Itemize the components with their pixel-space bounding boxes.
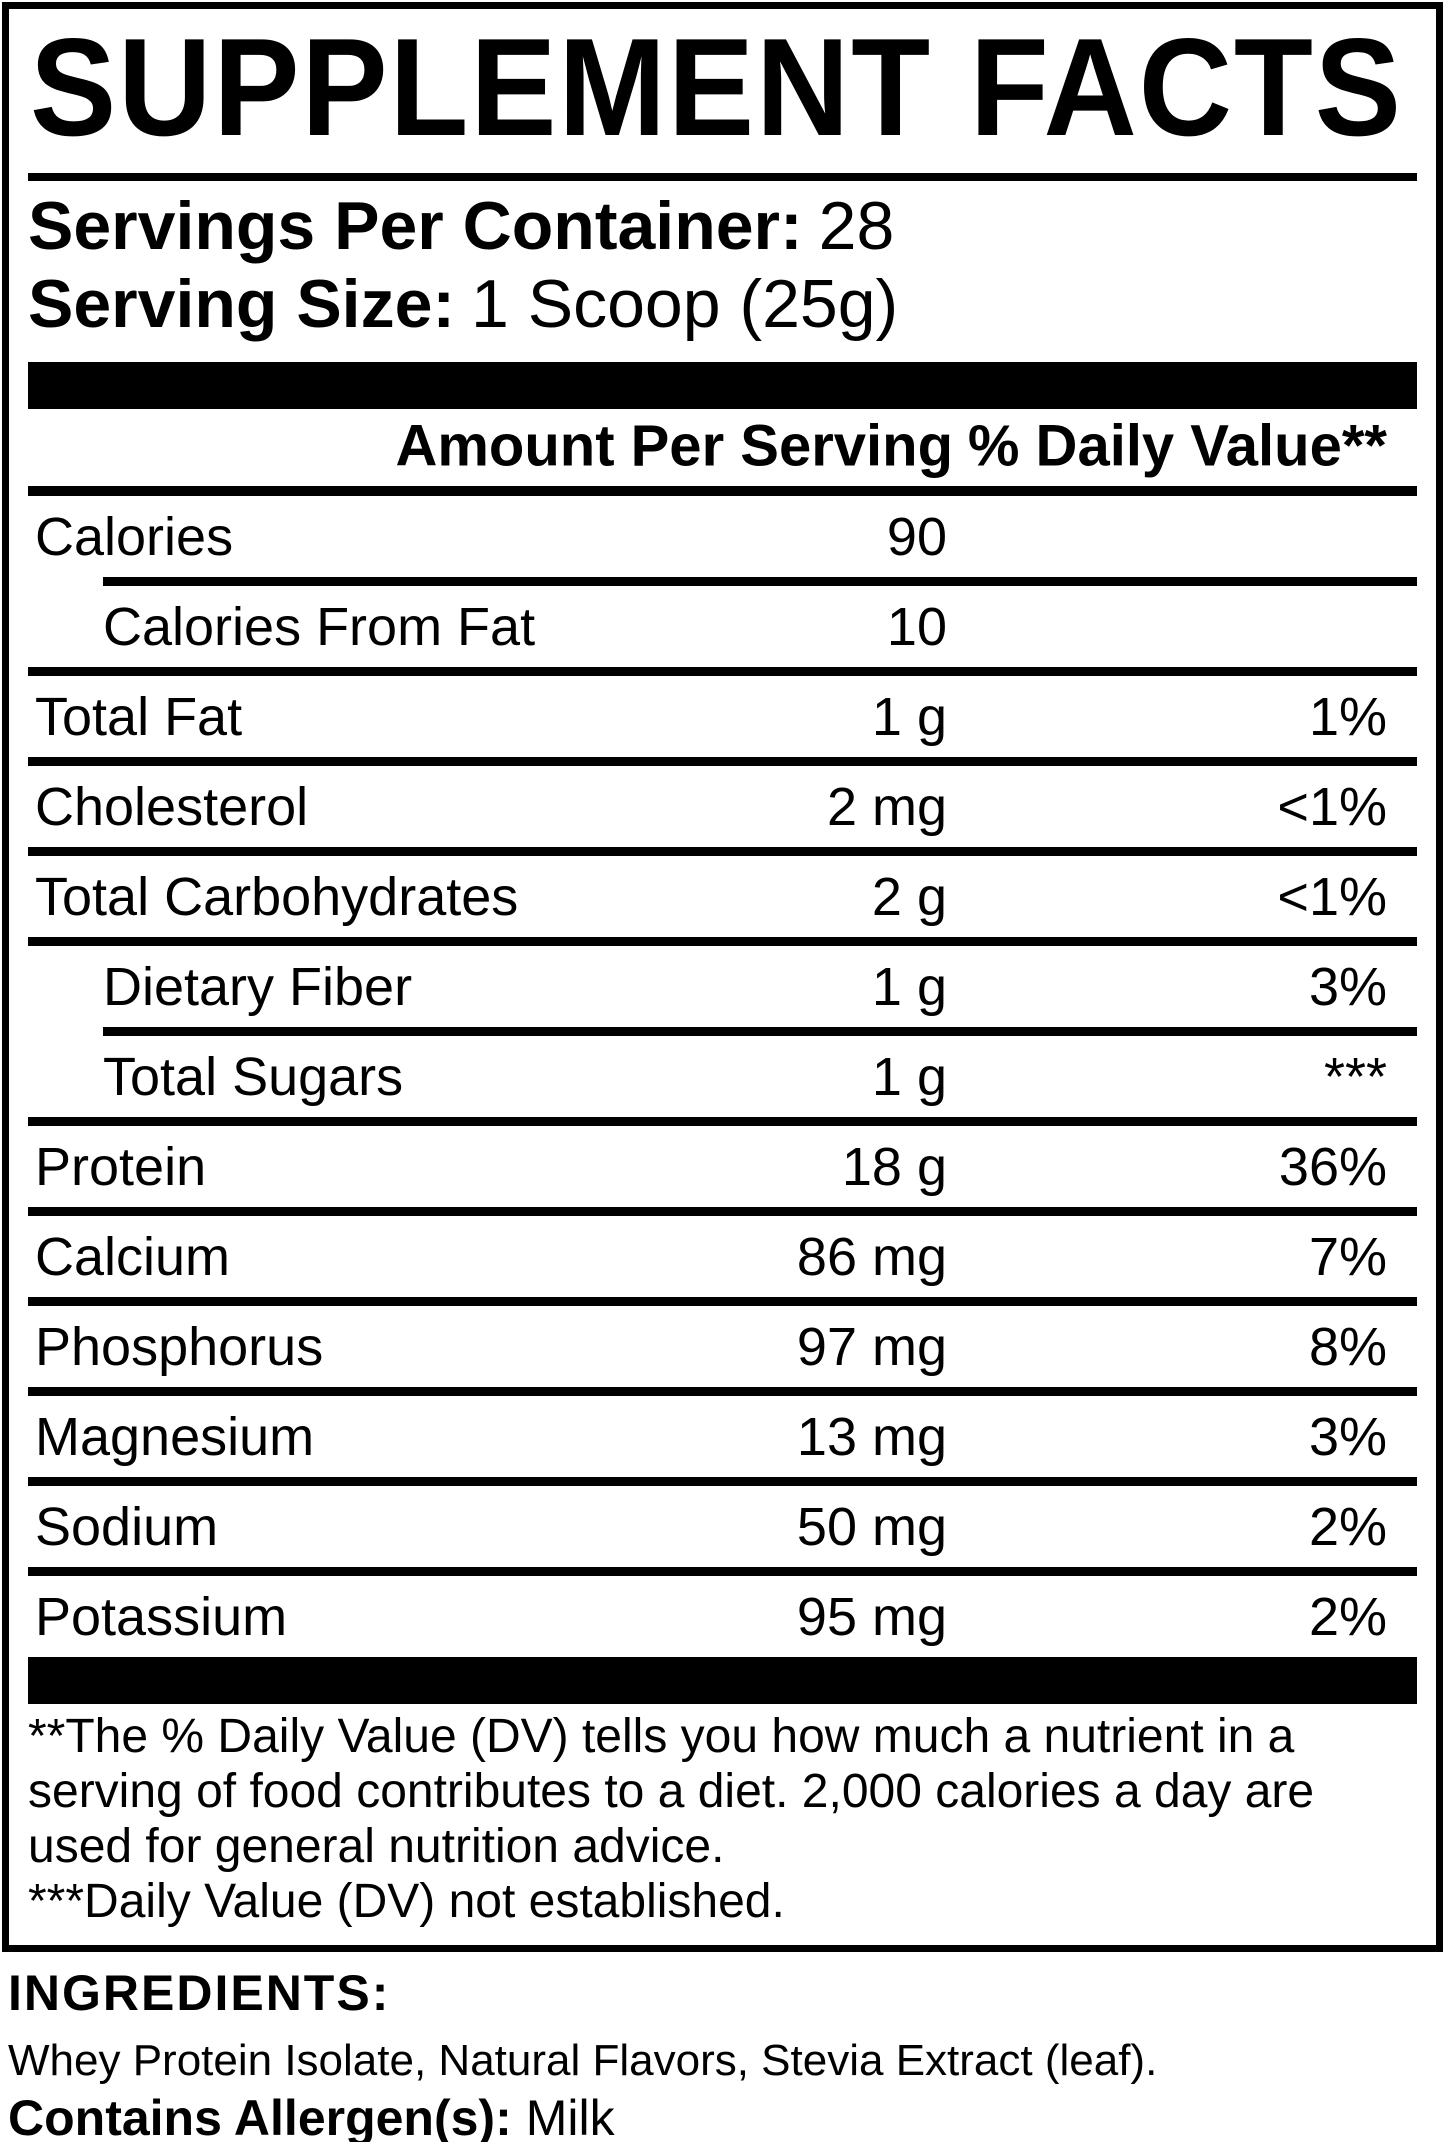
nutrient-name: Sodium [35,1496,219,1557]
footnote-not-established: ***Daily Value (DV) not established. [28,1875,785,1928]
nutrient-daily-value: 36% [1278,1136,1387,1197]
supplement-facts-panel: SUPPLEMENT FACTS Servings Per Container:… [2,2,1443,1952]
nutrient-daily-value: 7% [1308,1226,1387,1287]
nutrient-amount: 1 g [871,1046,947,1107]
nutrient-amount: 13 mg [796,1406,947,1467]
allergen-line: Contains Allergen(s): Milk [8,2093,1428,2142]
table-row: Magnesium 13 mg 3% [9,1396,1436,1477]
serving-size-line: Serving Size: 1 Scoop (25g) [28,265,898,343]
table-row: Sodium 50 mg 2% [9,1486,1436,1567]
row-divider [28,937,1417,946]
nutrient-name: Cholesterol [35,776,309,837]
allergen-value: Milk [525,2090,615,2142]
nutrient-amount: 1 g [871,956,947,1017]
row-divider [28,1387,1417,1396]
table-row: Calcium 86 mg 7% [9,1216,1436,1297]
table-row: Phosphorus 97 mg 8% [9,1306,1436,1387]
nutrient-daily-value: 3% [1308,1406,1387,1467]
nutrient-daily-value: 3% [1308,956,1387,1017]
nutrient-amount: 50 mg [796,1496,947,1557]
table-row: Dietary Fiber 1 g 3% [9,946,1436,1027]
table-row: Potassium 95 mg 2% [9,1576,1436,1657]
table-row: Calories 90 [9,496,1436,577]
table-row: Calories From Fat 10 [9,586,1436,667]
row-divider [28,1117,1417,1126]
serving-size-label: Serving Size: [28,266,456,342]
ingredients-list: Whey Protein Isolate, Natural Flavors, S… [8,2036,1158,2085]
nutrient-daily-value: 2% [1308,1496,1387,1557]
ingredients-heading: INGREDIENTS: [8,1965,391,2021]
nutrient-amount: 95 mg [796,1586,947,1647]
nutrient-name: Magnesium [35,1406,315,1467]
nutrient-name: Potassium [35,1586,288,1647]
row-divider [28,1207,1417,1216]
nutrient-daily-value: <1% [1277,866,1387,927]
row-divider [28,847,1417,856]
servings-per-container-value: 28 [818,188,895,264]
nutrient-name: Total Fat [35,686,243,747]
nutrient-amount: 2 g [871,866,947,927]
servings-per-container-label: Servings Per Container: [28,188,803,264]
header-divider [28,486,1417,496]
nutrient-name: Total Sugars [103,1046,404,1107]
nutrient-name: Protein [35,1136,207,1197]
row-divider [28,667,1417,676]
nutrient-amount: 86 mg [796,1226,947,1287]
nutrient-amount: 90 [886,506,947,567]
table-row: Protein 18 g 36% [9,1126,1436,1207]
nutrient-daily-value: 8% [1308,1316,1387,1377]
nutrient-amount: 2 mg [826,776,947,837]
separator-bar-top [28,362,1417,409]
nutrient-amount: 10 [886,596,947,657]
table-row: Cholesterol 2 mg <1% [9,766,1436,847]
footnotes: **The % Daily Value (DV) tells you how m… [28,1709,1417,1929]
footnote-daily-value: **The % Daily Value (DV) tells you how m… [28,1710,1315,1873]
nutrient-amount: 1 g [871,686,947,747]
panel-title: SUPPLEMENT FACTS [30,10,1403,165]
nutrient-daily-value: *** [1323,1046,1387,1107]
servings-per-container-line: Servings Per Container: 28 [28,187,898,265]
title-divider [28,173,1417,181]
row-divider [103,577,1417,586]
column-header-row: Amount Per Serving % Daily Value** [28,407,1417,485]
nutrient-amount: 18 g [841,1136,947,1197]
row-divider [28,1297,1417,1306]
nutrient-daily-value: 1% [1308,686,1387,747]
table-row: Total Sugars 1 g *** [9,1036,1436,1117]
nutrient-daily-value: 2% [1308,1586,1387,1647]
nutrient-daily-value: <1% [1277,776,1387,837]
table-row: Total Fat 1 g 1% [9,676,1436,757]
nutrient-amount: 97 mg [796,1316,947,1377]
row-divider [28,1567,1417,1576]
nutrient-name: Calcium [35,1226,231,1287]
row-divider [103,1027,1417,1036]
nutrient-name: Dietary Fiber [103,956,413,1017]
serving-info: Servings Per Container: 28 Serving Size: 1… [28,187,898,343]
row-divider [28,1477,1417,1486]
nutrient-table: Calories 90 Calories From Fat 10 Total Fat 1 … [9,496,1436,1657]
ingredients-section: INGREDIENTS: Whey Protein Isolate, Natur… [8,1965,1428,2142]
nutrient-name: Phosphorus [35,1316,324,1377]
nutrient-name: Total Carbohydrates [35,866,519,927]
column-header-amount: Amount Per Serving [395,413,953,479]
separator-bar-bottom [28,1657,1417,1704]
column-header-daily-value: % Daily Value** [967,413,1387,479]
nutrient-name: Calories From Fat [103,596,536,657]
row-divider [28,757,1417,766]
nutrient-name: Calories [35,506,234,567]
table-row: Total Carbohydrates 2 g <1% [9,856,1436,937]
serving-size-value: 1 Scoop (25g) [471,266,899,342]
allergen-label: Contains Allergen(s): [8,2090,512,2142]
